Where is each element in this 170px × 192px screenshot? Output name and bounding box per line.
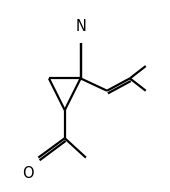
Text: O: O: [22, 166, 34, 180]
Text: N: N: [76, 18, 87, 34]
